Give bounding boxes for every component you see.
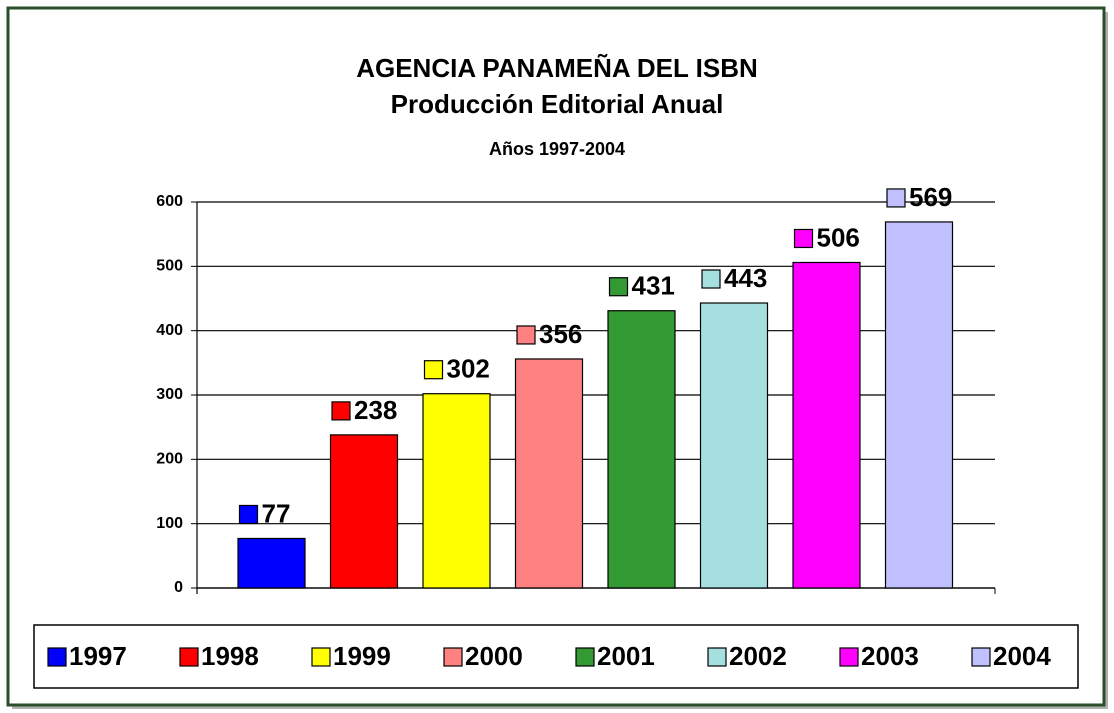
bar	[237, 537, 306, 589]
bar	[607, 310, 676, 589]
bar	[514, 358, 584, 589]
data-label: 569	[909, 182, 952, 212]
data-label: 443	[724, 263, 767, 293]
chart-subtitle: Años 1997-2004	[489, 139, 625, 159]
data-label-key	[793, 228, 814, 249]
legend-key	[971, 647, 991, 667]
legend-key	[707, 647, 727, 667]
data-label: 302	[447, 354, 490, 384]
data-label: 431	[632, 271, 675, 301]
y-tick-label: 300	[156, 386, 183, 403]
legend-key	[47, 647, 67, 667]
legend-label: 2001	[597, 641, 655, 671]
data-label-key	[331, 401, 351, 421]
legend-label: 2002	[729, 641, 787, 671]
legend-label: 1998	[201, 641, 259, 671]
y-tick-label: 100	[156, 515, 183, 532]
data-label-key	[608, 277, 629, 297]
y-tick-label: 400	[156, 322, 183, 339]
data-label-key	[238, 504, 259, 525]
legend-label: 1997	[69, 641, 127, 671]
y-tick-label: 0	[174, 579, 183, 596]
legend-label: 2000	[465, 641, 523, 671]
data-label-key	[516, 325, 536, 345]
chart-title: AGENCIA PANAMEÑA DEL ISBN	[356, 53, 758, 83]
bar	[329, 434, 399, 589]
data-label-key	[886, 188, 906, 208]
bar	[422, 393, 491, 589]
data-label: 356	[539, 319, 582, 349]
legend-key	[443, 647, 463, 667]
bar	[884, 221, 954, 589]
chart-subtitle: Producción Editorial Anual	[391, 89, 724, 119]
y-tick-label: 600	[156, 193, 183, 210]
legend-key	[311, 647, 331, 667]
legend-key	[575, 647, 595, 667]
legend-label: 2003	[861, 641, 919, 671]
data-label-key	[701, 269, 721, 289]
data-label: 77	[262, 498, 291, 528]
bar	[792, 261, 861, 589]
y-tick-label: 200	[156, 451, 183, 468]
legend-box	[33, 624, 1079, 689]
data-label-key	[423, 360, 444, 380]
y-tick-label: 500	[156, 258, 183, 275]
legend-key	[179, 647, 199, 667]
legend-key	[839, 647, 859, 667]
legend-label: 2004	[993, 641, 1051, 671]
bar	[699, 302, 769, 589]
data-label: 506	[817, 222, 860, 252]
legend-label: 1999	[333, 641, 391, 671]
data-label: 238	[354, 395, 397, 425]
